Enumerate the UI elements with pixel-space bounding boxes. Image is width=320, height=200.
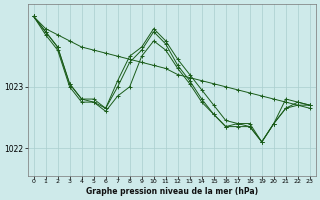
X-axis label: Graphe pression niveau de la mer (hPa): Graphe pression niveau de la mer (hPa): [86, 187, 258, 196]
